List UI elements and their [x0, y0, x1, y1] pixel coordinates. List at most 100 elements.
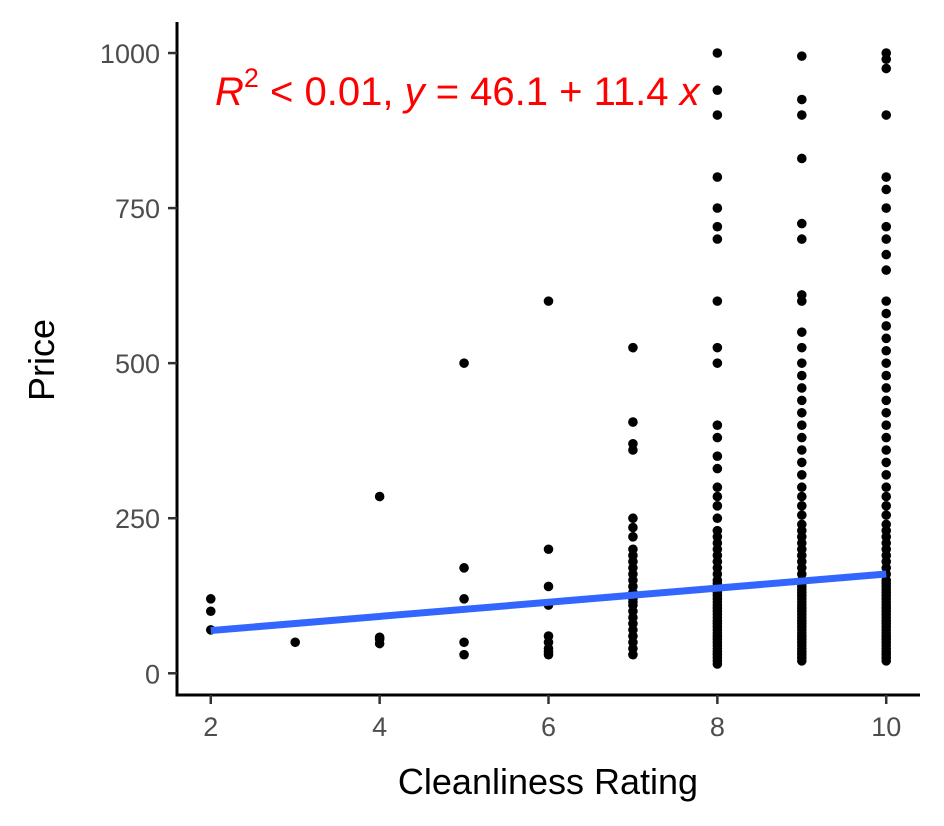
- regression-annotation: R2 < 0.01, y = 46.1 + 11.4 x: [215, 63, 702, 114]
- data-point: [712, 342, 723, 353]
- data-point: [881, 445, 892, 455]
- data-point: [712, 513, 723, 524]
- data-point: [374, 491, 385, 502]
- y-axis-title: Price: [21, 319, 62, 401]
- data-point: [881, 249, 892, 260]
- data-point: [881, 234, 892, 244]
- data-point: [881, 501, 892, 511]
- data-point: [881, 308, 892, 319]
- data-point: [797, 110, 807, 120]
- data-point: [712, 85, 723, 96]
- data-point: [712, 451, 723, 461]
- data-point: [797, 470, 807, 480]
- data-point: [797, 432, 807, 443]
- data-point: [712, 420, 723, 430]
- axes: [175, 22, 920, 697]
- data-point: [881, 395, 892, 406]
- data-point: [797, 342, 807, 353]
- data-point: [881, 172, 892, 182]
- data-point: [374, 638, 385, 649]
- data-point: [881, 510, 892, 520]
- data-point: [881, 265, 892, 275]
- data-point: [628, 522, 638, 533]
- data-point: [712, 432, 723, 443]
- data-point: [881, 221, 892, 232]
- data-point: [797, 370, 807, 381]
- equation-y: y: [402, 70, 428, 114]
- data-point: [459, 563, 469, 573]
- data-point: [881, 203, 892, 213]
- r2-symbol: R: [215, 70, 244, 114]
- data-point: [881, 63, 892, 74]
- data-point: [712, 203, 723, 213]
- data-point: [712, 296, 723, 306]
- data-point: [797, 327, 807, 337]
- data-point: [797, 383, 807, 393]
- data-point: [797, 153, 807, 164]
- data-point: [881, 482, 892, 493]
- data-point: [712, 221, 723, 232]
- data-point: [628, 417, 638, 427]
- data-point: [712, 482, 723, 493]
- data-point: [881, 491, 892, 502]
- x-tick-label: 6: [541, 712, 556, 742]
- y-tick-label: 500: [115, 349, 160, 379]
- r2-superscript: 2: [244, 63, 259, 93]
- equation-body: = 46.1 + 11.4: [425, 70, 680, 114]
- data-point: [797, 482, 807, 493]
- data-point: [712, 463, 723, 474]
- data-point: [881, 656, 892, 666]
- data-point: [881, 110, 892, 120]
- data-point: [881, 184, 892, 195]
- data-point: [712, 358, 723, 368]
- data-point: [712, 48, 723, 58]
- data-point: [797, 395, 807, 406]
- data-point: [628, 445, 638, 455]
- data-point: [797, 234, 807, 244]
- data-point: [628, 342, 638, 353]
- data-point: [543, 649, 554, 660]
- data-point: [797, 420, 807, 430]
- data-point: [797, 296, 807, 306]
- data-point: [628, 532, 638, 542]
- regression-line: [210, 570, 887, 635]
- data-point: [881, 358, 892, 368]
- data-point: [543, 581, 554, 592]
- x-tick-label: 8: [710, 712, 725, 742]
- data-point: [712, 234, 723, 244]
- data-point: [797, 457, 807, 468]
- r2-value: < 0.01,: [259, 70, 405, 114]
- data-point: [628, 513, 638, 524]
- data-point: [797, 218, 807, 229]
- data-point: [881, 420, 892, 430]
- data-point: [712, 491, 723, 502]
- data-point: [797, 407, 807, 418]
- data-point: [797, 51, 807, 61]
- x-axis-title: Cleanliness Rating: [398, 761, 698, 802]
- data-point: [459, 358, 469, 368]
- data-point: [797, 491, 807, 502]
- data-point: [881, 470, 892, 480]
- data-point: [797, 656, 807, 666]
- data-point: [881, 432, 892, 443]
- data-point: [881, 457, 892, 468]
- data-point: [881, 383, 892, 393]
- y-tick-label: 250: [115, 504, 160, 534]
- data-point: [797, 94, 807, 105]
- x-tick-label: 4: [372, 712, 387, 742]
- data-point: [881, 296, 892, 306]
- data-points: [205, 48, 892, 669]
- y-tick-label: 0: [145, 659, 160, 689]
- y-tick-label: 1000: [100, 39, 160, 69]
- data-point: [797, 510, 807, 520]
- data-point: [459, 649, 469, 660]
- y-axis-ticks: 0 250 500 750 1000: [100, 39, 177, 689]
- data-point: [797, 501, 807, 511]
- data-point: [459, 637, 469, 648]
- data-point: [205, 594, 216, 604]
- data-point: [543, 544, 554, 555]
- data-point: [712, 172, 723, 182]
- data-point: [881, 345, 892, 356]
- data-point: [543, 296, 554, 306]
